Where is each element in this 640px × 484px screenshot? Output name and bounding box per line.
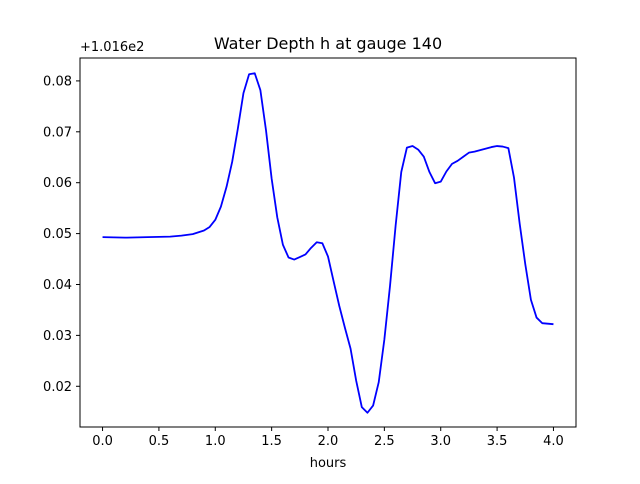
chart-title: Water Depth h at gauge 140 <box>214 34 442 53</box>
y-tick-label: 0.02 <box>43 380 72 395</box>
series-line-0 <box>102 72 554 414</box>
y-tick-label: 0.08 <box>43 74 72 89</box>
y-axis-ticks: 0.02 0.03 0.04 0.05 0.06 0.07 0.08 <box>43 74 80 395</box>
y-axis-offset-label: +1.016e2 <box>80 40 144 55</box>
x-tick-label: 1.0 <box>205 434 226 449</box>
y-tick-label: 0.06 <box>43 176 72 191</box>
y-tick-label: 0.03 <box>43 329 72 344</box>
x-axis-ticks: 0.0 0.5 1.0 1.5 2.0 2.5 3.0 3.5 4.0 <box>92 427 564 449</box>
x-tick-label: 0.5 <box>149 434 170 449</box>
x-tick-label: 2.5 <box>374 434 395 449</box>
y-tick-label: 0.04 <box>43 278 72 293</box>
plot-layer <box>102 72 554 414</box>
x-axis-label: hours <box>310 456 347 471</box>
x-tick-label: 3.5 <box>487 434 508 449</box>
x-tick-label: 1.5 <box>261 434 282 449</box>
x-tick-label: 0.0 <box>92 434 113 449</box>
y-tick-label: 0.05 <box>43 227 72 242</box>
y-tick-label: 0.07 <box>43 125 72 140</box>
x-tick-label: 2.0 <box>318 434 339 449</box>
x-tick-label: 4.0 <box>543 434 564 449</box>
x-tick-label: 3.0 <box>430 434 451 449</box>
